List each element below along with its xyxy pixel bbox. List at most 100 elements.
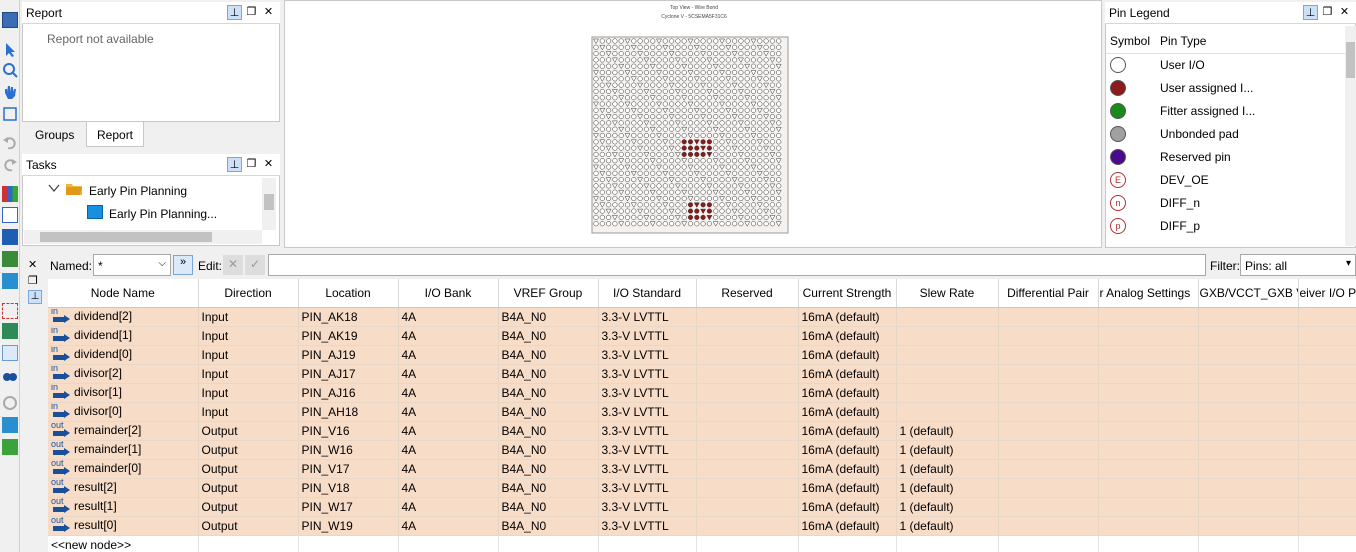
pin-site[interactable] — [606, 183, 612, 189]
pin-site[interactable] — [732, 132, 738, 139]
pin-site[interactable] — [750, 133, 757, 139]
pin-site[interactable] — [757, 208, 763, 214]
pin-site[interactable] — [725, 114, 731, 120]
pin-site[interactable] — [738, 189, 744, 195]
pin-site[interactable] — [763, 195, 769, 202]
cell-direction[interactable]: Input — [198, 383, 299, 403]
cell-bank[interactable]: 4A — [398, 440, 499, 460]
pin-site[interactable] — [706, 183, 713, 189]
pin-site[interactable] — [669, 44, 675, 50]
pin-site[interactable] — [618, 177, 624, 183]
redo-icon[interactable] — [2, 156, 18, 172]
pin-site[interactable] — [593, 170, 599, 176]
pin-site[interactable] — [631, 120, 637, 126]
pin-site[interactable] — [719, 114, 725, 120]
cell-direction[interactable]: Input — [198, 326, 299, 346]
cell-current[interactable]: 16mA (default) — [798, 421, 897, 441]
pin-site[interactable] — [630, 108, 637, 114]
pin-site[interactable] — [637, 82, 644, 89]
pin-site[interactable] — [650, 88, 656, 94]
pin-site[interactable] — [776, 88, 782, 94]
table-row[interactable]: out result[2] Output PIN_V18 4A B4A_N0 3.3-V L… — [48, 478, 1356, 498]
cell-location[interactable]: PIN_W17 — [298, 497, 399, 517]
pin-site[interactable] — [669, 183, 675, 189]
column-header[interactable]: eiver I/O Pi — [1298, 279, 1356, 308]
pin-site[interactable] — [681, 177, 687, 183]
pin-site[interactable] — [750, 126, 757, 132]
cell-name[interactable]: out result[1] — [48, 497, 199, 517]
cell-current[interactable]: 16mA (default) — [798, 497, 897, 517]
pin-site[interactable] — [750, 196, 757, 202]
pin-site[interactable] — [700, 177, 707, 183]
pin-site[interactable] — [737, 215, 744, 221]
pin-site[interactable] — [700, 139, 706, 145]
pin-site[interactable] — [599, 189, 605, 195]
pin-site[interactable] — [624, 158, 631, 164]
pin-site[interactable] — [650, 151, 656, 157]
pin-site[interactable] — [606, 189, 612, 195]
pin-site[interactable] — [605, 145, 612, 152]
pin-site[interactable] — [662, 114, 668, 120]
pin-site[interactable] — [599, 76, 606, 82]
cell-empty[interactable] — [1098, 402, 1199, 422]
pin-site[interactable] — [675, 158, 681, 164]
cell-vref[interactable]: B4A_N0 — [498, 402, 599, 422]
pin-site[interactable] — [694, 69, 700, 76]
pin-site[interactable] — [687, 95, 694, 101]
pin-site[interactable] — [706, 164, 712, 170]
pin-site[interactable] — [725, 57, 731, 63]
pin-site[interactable] — [624, 44, 631, 50]
cell-name[interactable]: out result[2] — [48, 478, 199, 498]
pin-site[interactable] — [637, 189, 643, 195]
pin-site[interactable] — [687, 126, 694, 132]
pin-site[interactable] — [675, 126, 681, 132]
pin-site[interactable] — [681, 88, 687, 94]
pin-site[interactable] — [681, 95, 688, 101]
pin-site[interactable] — [719, 101, 725, 108]
cell-empty[interactable] — [1098, 383, 1199, 403]
pin-site[interactable] — [669, 63, 675, 69]
pin-site[interactable] — [756, 202, 763, 208]
pin-site[interactable] — [656, 114, 662, 120]
pin-site[interactable] — [637, 101, 643, 107]
pin-site[interactable] — [725, 126, 731, 132]
pin-site[interactable] — [624, 177, 631, 183]
pin-site[interactable] — [769, 177, 775, 183]
pin-site[interactable] — [687, 139, 694, 145]
pin-site[interactable] — [744, 139, 750, 145]
pin-site[interactable] — [700, 51, 707, 57]
cell-location[interactable]: PIN_AK18 — [298, 307, 399, 327]
cell-std[interactable]: 3.3-V LVTTL — [598, 345, 697, 365]
pin-site[interactable] — [719, 57, 725, 63]
pin-site[interactable] — [700, 107, 706, 113]
pin-site[interactable] — [630, 202, 637, 208]
pin-site[interactable] — [700, 145, 707, 152]
pin-site[interactable] — [744, 107, 750, 113]
pin-site[interactable] — [669, 88, 675, 94]
cell-current[interactable]: 16mA (default) — [798, 402, 897, 422]
pin-site[interactable] — [624, 208, 631, 214]
column-header[interactable]: Current Strength — [798, 279, 897, 308]
pin-site[interactable] — [706, 215, 713, 221]
pin-site[interactable] — [643, 107, 649, 113]
chip-view-panel[interactable]: Top View - Wire Bond Cyclone V - 5CSEMA5… — [284, 0, 1102, 248]
pin-site[interactable] — [713, 88, 719, 94]
cell-slew[interactable] — [896, 326, 999, 346]
pin-site[interactable] — [675, 63, 681, 69]
pin-site[interactable] — [731, 208, 738, 215]
pin-site[interactable] — [669, 158, 675, 164]
pin-site[interactable] — [656, 158, 662, 164]
pin-site[interactable] — [669, 214, 675, 220]
pin-site[interactable] — [769, 107, 775, 113]
column-header[interactable]: Differential Pair — [998, 279, 1099, 308]
cell-vref[interactable]: B4A_N0 — [498, 307, 599, 327]
pin-site[interactable] — [599, 195, 605, 202]
pin-site[interactable] — [700, 63, 706, 69]
pin-site[interactable] — [593, 133, 599, 139]
pin-site[interactable] — [643, 126, 649, 132]
cell-location[interactable]: PIN_V17 — [298, 459, 399, 479]
pin-site[interactable] — [643, 38, 649, 44]
pin-site[interactable] — [750, 88, 757, 94]
pin-site[interactable] — [631, 88, 637, 94]
pin-site[interactable] — [738, 76, 744, 82]
